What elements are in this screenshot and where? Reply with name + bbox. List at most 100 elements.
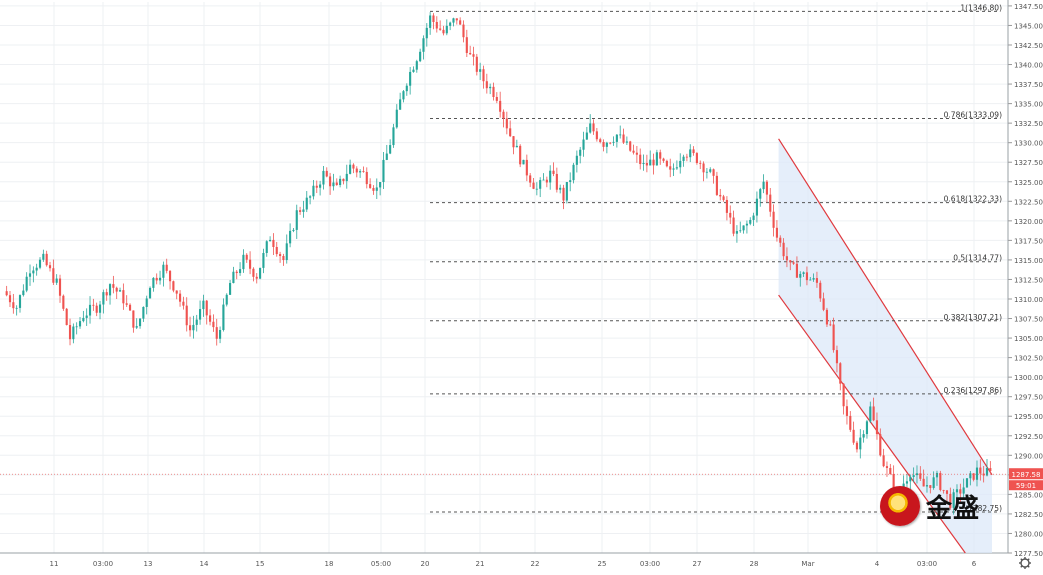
candle-body [972,473,975,480]
candle-body [535,188,538,190]
y-tick-label: 1330.00 [1014,140,1043,148]
candle-body [372,187,375,191]
candle-body [612,141,615,143]
candle-body [725,199,728,213]
candle-body [932,477,935,488]
candle-body [252,268,255,277]
candle-body [762,181,765,190]
logo-text: 金盛 [926,493,981,524]
candle-body [942,489,945,491]
candle-body [15,307,18,309]
candle-body [382,159,385,183]
candle-body [445,25,448,34]
y-tick-label: 1312.50 [1014,276,1043,284]
candle-body [505,118,508,129]
candle-body [635,152,638,155]
candle-body [245,254,248,260]
candle-body [862,434,865,438]
candle-body [875,420,879,435]
y-tick-label: 1292.50 [1014,433,1043,441]
channel-upper-line [778,138,993,476]
candle-body [315,185,318,188]
gear-icon-tooth [1020,565,1023,568]
candle-body [435,21,438,29]
candle-body [705,171,708,173]
candle-body [58,278,62,296]
candle-body [98,304,102,313]
candle-body [739,230,742,232]
candle-body [839,363,842,384]
candle-body [869,406,872,422]
candle-body [395,109,398,128]
x-tick-label: 25 [598,560,607,568]
candle-body [749,219,752,224]
x-tick-label: 15 [256,560,265,568]
candle-body [148,287,152,299]
candle-body [165,264,168,271]
candle-body [95,305,98,313]
candle-body [529,175,532,183]
candle-body [702,163,705,173]
candle-body [215,327,218,339]
candle-body [969,473,972,479]
candle-body [525,159,528,176]
x-tick-label: 4 [875,560,880,568]
candle-body [829,324,832,326]
candle-body [552,170,555,174]
candle-body [235,271,238,274]
candle-body [632,150,635,153]
candle-body [335,182,338,186]
x-tick-label: 28 [750,560,759,568]
candle-body [579,149,582,156]
candle-body [138,318,142,327]
candle-body [399,99,402,110]
candle-body [305,197,308,210]
candle-body [292,229,295,231]
candle-body [712,169,715,176]
candle-body [472,54,475,57]
candle-body [135,326,138,328]
candle-body [699,163,702,164]
fib-level-label: 0.382(1307.21) [944,313,1002,322]
candle-body [562,187,565,201]
x-tick-label: 03:00 [93,560,113,568]
candle-body [782,242,785,257]
candle-body [158,277,162,281]
candle-body [785,256,788,261]
candle-body [695,153,698,164]
candle-body [229,283,232,295]
x-tick-label: 03:00 [917,560,937,568]
x-tick-label: 13 [144,560,153,568]
candle-body [188,325,192,331]
candle-body [85,315,88,318]
candle-body [195,319,198,325]
gear-icon[interactable] [1020,558,1030,568]
y-tick-label: 1342.50 [1014,42,1043,50]
candle-body [709,169,712,172]
y-tick-label: 1322.50 [1014,198,1043,206]
candle-body [962,487,965,494]
candle-body [265,241,268,253]
gear-icon-tooth [1027,558,1030,561]
candle-body [205,300,208,316]
candle-body [532,182,535,189]
candle-body [412,69,415,72]
y-tick-label: 1295.00 [1014,413,1043,421]
y-tick-label: 1345.00 [1014,22,1043,30]
candle-body [269,239,272,242]
x-tick-label: 6 [972,560,977,568]
candle-body [285,243,288,261]
candle-body [319,184,322,188]
candle-body [822,298,825,310]
candle-body [198,309,202,320]
candle-body [732,217,735,234]
candle-body [462,24,465,38]
candle-body [849,415,852,430]
candle-body [279,254,282,256]
candle-body [549,170,552,183]
countdown-badge [1009,480,1043,491]
candle-body [18,295,22,308]
candle-body [102,292,105,305]
candle-body [979,467,982,474]
